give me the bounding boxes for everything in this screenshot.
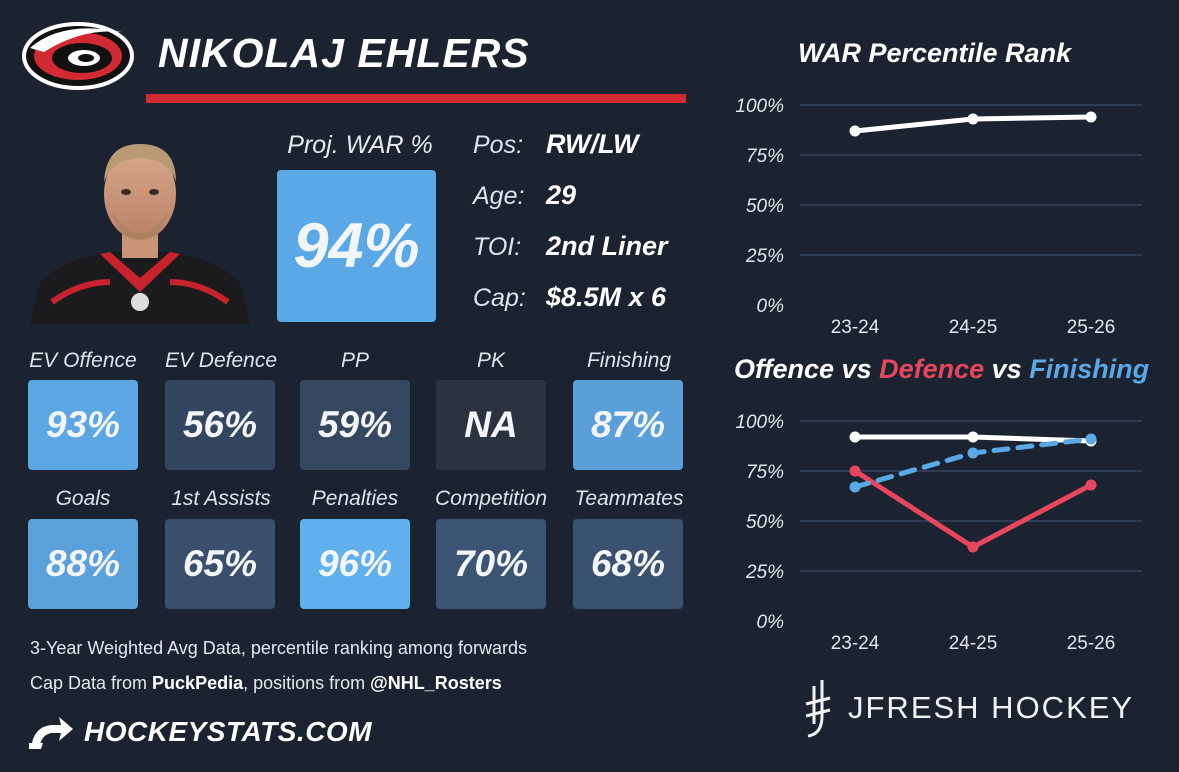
footnote-prefix: Cap Data from [30,673,153,693]
hockeystats-brand: HOCKEYSTATS.COM [84,716,373,747]
info-value-age: 29 [546,180,577,210]
header-underline [146,94,686,103]
chart1-xtick-label: 25-26 [1067,317,1116,338]
info-label-pos: Pos: [473,131,524,159]
chart1-xtick-label: 24-25 [949,317,998,338]
chart2-ytick-label: 0% [757,612,785,633]
team-logo [22,22,134,90]
source-nhl-rosters: @NHL_Rosters [370,673,502,693]
stat-box-penalties: 96% [300,519,410,609]
proj-war-box: 94% [277,170,436,322]
source-puckpedia: PuckPedia [152,673,244,693]
jfresh-logo-icon [805,680,831,738]
info-label-toi: TOI: [473,233,522,261]
chart2-xtick-label: 23-24 [831,633,880,654]
stat-box-competition: 70% [436,519,546,609]
chart2-ytick-label: 25% [745,562,784,583]
chart1-ytick-label: 0% [757,296,785,317]
chart2-series-line-finishing [852,436,1094,490]
stat-label-competition: Competition [434,487,548,510]
chart1-ytick-label: 50% [746,196,784,217]
stat-label-teammates: Teammates [574,487,684,510]
chart2-title-finishing: Finishing [1029,354,1150,384]
chart2-point-offence [967,431,979,443]
stat-box-teammates: 68% [573,519,683,609]
stat-label-pk: PK [476,349,505,372]
info-value-toi: 2nd Liner [546,231,668,261]
stat-label-pp: PP [340,349,369,372]
stat-box-goals: 88% [28,519,138,609]
player-photo [30,144,250,324]
stat-box-ev-defence: 56% [165,380,275,470]
proj-war-label: Proj. WAR % [287,131,433,159]
war-percentile-chart: 100% 75% 50% 25% 0% 23-24 24-25 25-26 [735,96,1142,338]
chart2-point-finishing [849,481,861,493]
chart2-point-defence [967,541,979,553]
chart2-point-finishing [967,447,979,459]
chart1-ytick-label: 75% [746,146,784,167]
chart1-ytick-label: 100% [735,96,784,117]
chart1-xtick-label: 23-24 [831,317,880,338]
chart2-ytick-label: 50% [746,512,784,533]
chart2-title: Offence vs Defence vs Finishing [734,354,1149,385]
chart2-point-finishing [1085,433,1097,445]
info-value-pos: RW/LW [546,129,639,159]
stat-label-1st-assists: 1st Assists [171,487,271,510]
chart2-point-defence [1085,479,1097,491]
stat-label-ev-defence: EV Defence [164,349,278,372]
info-label-cap: Cap: [473,284,526,312]
chart2-xtick-label: 24-25 [949,633,998,654]
stat-box-1st-assists: 65% [165,519,275,609]
proj-war-value: 94% [293,211,420,281]
chart2-point-defence [849,465,861,477]
chart2-point-offence [849,431,861,443]
hockeystats-logo-icon [29,717,73,749]
jfresh-brand: JFRESH HOCKEY [848,690,1135,725]
player-name: NIKOLAJ EHLERS [158,30,530,76]
chart2-ytick-label: 75% [746,462,784,483]
chart1-point-0 [967,113,979,125]
chart1-point-0 [1085,111,1097,123]
stat-label-ev-offence: EV Offence [29,349,137,372]
chart1-point-0 [849,125,861,137]
chart2-series-line-defence [852,468,1094,550]
stat-box-pk: NA [436,380,546,470]
info-value-cap: $8.5M x 6 [546,282,667,312]
chart2-title-vs-1: vs [834,354,880,384]
footnote-data-method: 3-Year Weighted Avg Data, percentile ran… [30,638,527,658]
footnote-mid: , positions from [243,673,371,693]
chart1-title: WAR Percentile Rank [798,38,1072,68]
offence-defence-finishing-chart: 100% 75% 50% 25% 0% 23-24 24-25 25-26 [735,412,1142,654]
stat-box-finishing: 87% [573,380,683,470]
stat-label-finishing: Finishing [586,349,672,372]
chart2-ytick-label: 100% [735,412,784,433]
chart2-xtick-label: 25-26 [1067,633,1116,654]
stat-label-goals: Goals [55,487,111,510]
stat-box-ev-offence: 93% [28,380,138,470]
info-label-age: Age: [473,182,525,210]
chart1-ytick-label: 25% [745,246,784,267]
stat-box-pp: 59% [300,380,410,470]
footnote-sources: Cap Data from PuckPedia, positions from … [30,673,502,694]
chart2-title-defence: Defence [879,354,985,384]
stat-label-penalties: Penalties [311,487,399,510]
chart2-title-vs-2: vs [984,354,1030,384]
chart2-title-offence: Offence [734,354,835,384]
